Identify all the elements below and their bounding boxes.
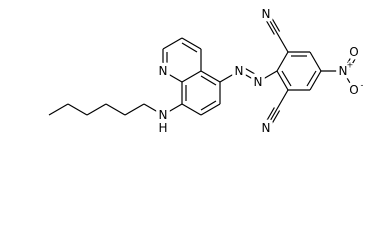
atom-labels: N N H N N N N N + O O - bbox=[155, 4, 365, 139]
charge-label: + bbox=[347, 61, 354, 70]
atom-label: N bbox=[159, 64, 168, 78]
molecule-diagram: N N H N N N N N + O O - bbox=[48, 4, 365, 139]
bonds bbox=[48, 12, 359, 130]
atom-label: N bbox=[339, 64, 348, 78]
atom-label: O bbox=[349, 83, 358, 97]
atom-label: N bbox=[254, 75, 263, 89]
atom-label: N bbox=[159, 108, 168, 122]
atom-label: H bbox=[158, 121, 167, 135]
atom-label: N bbox=[262, 7, 271, 21]
charge-label: - bbox=[361, 81, 364, 90]
atom-label: N bbox=[235, 64, 244, 78]
atom-label: N bbox=[262, 121, 271, 135]
atom-label: O bbox=[349, 45, 358, 59]
